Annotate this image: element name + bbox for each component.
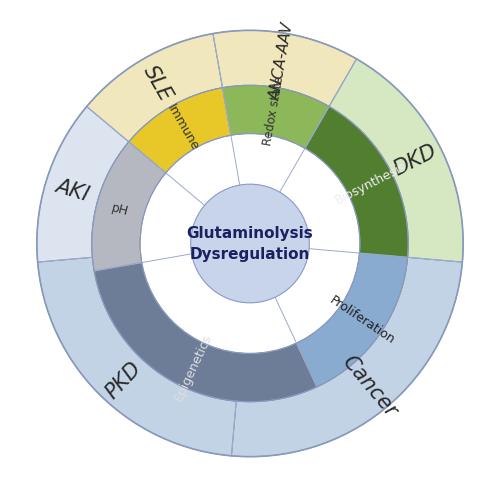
Wedge shape xyxy=(296,254,408,387)
Text: Epigenetics: Epigenetics xyxy=(172,331,214,402)
Text: Cancer: Cancer xyxy=(338,351,400,421)
Circle shape xyxy=(190,185,310,303)
Circle shape xyxy=(140,134,360,354)
Text: Immune: Immune xyxy=(164,102,201,153)
Wedge shape xyxy=(213,31,356,107)
Wedge shape xyxy=(37,107,129,263)
Text: Biosynthesis: Biosynthesis xyxy=(332,159,408,206)
Text: SLE: SLE xyxy=(139,62,175,105)
Wedge shape xyxy=(329,60,463,263)
Wedge shape xyxy=(305,107,408,258)
Wedge shape xyxy=(86,35,222,142)
Text: Redox state: Redox state xyxy=(261,76,286,147)
Wedge shape xyxy=(232,258,462,457)
Text: AKI: AKI xyxy=(53,175,92,204)
Wedge shape xyxy=(92,142,166,271)
Wedge shape xyxy=(222,86,329,149)
Text: Glutaminolysis
Dysregulation: Glutaminolysis Dysregulation xyxy=(186,226,314,262)
Text: ANCA-AAV: ANCA-AAV xyxy=(268,21,296,102)
Text: DKD: DKD xyxy=(390,141,440,179)
Wedge shape xyxy=(38,258,236,456)
Wedge shape xyxy=(94,263,317,402)
Text: Proliferation: Proliferation xyxy=(327,293,397,346)
Wedge shape xyxy=(129,88,231,174)
Text: pH: pH xyxy=(110,201,130,218)
Text: PKD: PKD xyxy=(102,357,145,402)
